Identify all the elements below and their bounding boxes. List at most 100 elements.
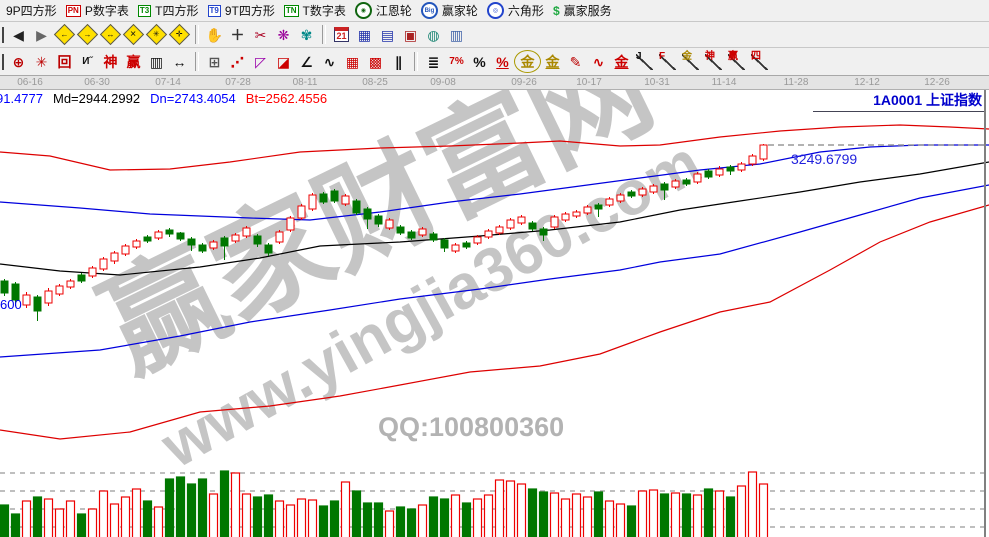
shen-grid-icon[interactable]: 神 [103, 53, 118, 70]
diamond-star-icon[interactable]: ✳ [145, 23, 168, 46]
candle-body [99, 258, 108, 270]
ying-angle-icon-shape: 赢 [728, 51, 745, 70]
candle-body [506, 219, 515, 229]
calendar-icon[interactable]: 21 [330, 24, 353, 45]
web-export-icon[interactable]: ◍ [427, 26, 440, 43]
brush-icon[interactable]: ✎ [569, 53, 582, 70]
candle-body [737, 163, 746, 171]
candle-body [495, 226, 504, 234]
candle-body [88, 267, 97, 277]
gann-circle-icon[interactable]: ⊕ [12, 53, 25, 70]
cut-tool-icon[interactable]: ✂ [254, 26, 267, 43]
n-wave-icon[interactable]: И˝ [82, 55, 93, 67]
candle-body [528, 222, 537, 230]
percent-icon[interactable]: % [473, 53, 486, 70]
si-angle-icon[interactable]: 四 [748, 51, 771, 72]
menu-gann-wheel[interactable]: ◉ 江恩轮 [354, 2, 412, 19]
wave-gold-icon[interactable]: ∿ [592, 53, 605, 70]
volume-bar [736, 485, 747, 537]
back-icon[interactable]: ◀ [13, 26, 24, 43]
ying-grid-icon[interactable]: 赢 [126, 53, 141, 70]
menu-9t-square[interactable]: T9 9T四方形 [207, 2, 275, 19]
f-angle-icon[interactable]: F [656, 51, 679, 72]
hand-tool-icon[interactable]: ✋ [205, 26, 224, 43]
candle-body [396, 226, 405, 234]
volume-bar [703, 488, 714, 537]
volume-bar [560, 498, 571, 537]
diamond-leftright-arrow-icon-shape: ↔ [99, 23, 122, 46]
forward-icon[interactable]: ▶ [36, 26, 47, 43]
candle-body [649, 185, 658, 193]
volume-bar [230, 472, 241, 537]
diamond-plus-icon-shape: ✛ [168, 23, 191, 46]
candlestick-chart[interactable] [0, 90, 989, 537]
chart-area[interactable]: 赢家财富网 www.yingjia360.com QQ:100800360 91… [0, 90, 989, 537]
gold-angle-icon[interactable]: 金 [679, 51, 702, 72]
menu-9p-square[interactable]: 9P四方形 [6, 2, 57, 19]
diamond-leftright-arrow-icon[interactable]: ↔ [99, 23, 122, 46]
date-tick-08-11: 08-11 [292, 77, 318, 88]
menu-winner-wheel[interactable]: Big 赢家轮 [420, 2, 478, 19]
save-icon[interactable]: ▣ [403, 26, 418, 43]
band-lower-outer-red [0, 204, 989, 440]
volume-bar [76, 513, 87, 537]
gold-redline-icon[interactable]: 金 [614, 53, 629, 70]
price-ladder-icon[interactable]: ≣ [427, 53, 440, 70]
comb-grid-icon[interactable]: ▥ [149, 53, 164, 70]
menu-t-square[interactable]: T3 T四方形 [137, 2, 199, 19]
crosshair-tool-icon[interactable]: ＋ [230, 26, 245, 43]
volume-bar [362, 502, 373, 537]
percent-line-icon[interactable]: 7% [449, 55, 464, 67]
candle-body [55, 285, 64, 295]
menu-winner-service[interactable]: $ 赢家服务 [553, 2, 612, 19]
percent-underline-icon[interactable]: % [496, 53, 509, 70]
box-lines-icon[interactable]: ⊞ [208, 53, 221, 70]
gann-fan-icon[interactable]: ⋰ [230, 53, 245, 70]
red-grid-alt-icon[interactable]: ▩ [368, 53, 383, 70]
date-tick-09-08: 09-08 [430, 77, 456, 88]
angle-lines-icon[interactable]: ∠ [300, 53, 313, 70]
volume-bar [65, 500, 76, 537]
menu-p-table[interactable]: PN P数字表 [65, 2, 129, 19]
candle-body [440, 239, 449, 249]
j-angle-icon[interactable]: J [633, 51, 656, 72]
diamond-right-arrow-icon[interactable]: → [76, 23, 99, 46]
ying-angle-icon[interactable]: 赢 [725, 51, 748, 72]
box-fan-icon[interactable]: ◪ [276, 53, 291, 70]
volume-bar [670, 492, 681, 537]
knot-tool-icon[interactable]: ✾ [300, 26, 313, 43]
fan-box-icon[interactable]: ◸ [255, 53, 266, 70]
menu-t-table-label: T数字表 [302, 4, 346, 18]
menu-gann-wheel-icon: ◉ [354, 2, 372, 19]
starburst-icon[interactable]: ✳ [35, 53, 48, 70]
volume-bar [483, 494, 494, 537]
zigzag-icon[interactable]: ∿ [323, 53, 336, 70]
candle-body [143, 236, 152, 242]
calendar-page: 21 [334, 27, 349, 42]
gann-shape-tool-icon[interactable]: ❋ [277, 26, 290, 43]
square-spiral-icon[interactable]: 回 [57, 53, 72, 70]
menu-hexagon[interactable]: ◎ 六角形 [486, 2, 544, 19]
data-download-icon[interactable]: ▥ [449, 26, 464, 43]
diamond-cross-arrow-icon[interactable]: ✕ [122, 23, 145, 46]
menu-t-table[interactable]: TN T数字表 [283, 2, 346, 19]
gold-angle-icon-shape: 金 [682, 51, 699, 70]
notes-icon[interactable]: ▤ [380, 26, 395, 43]
diamond-left-arrow-icon[interactable]: ← [53, 23, 76, 46]
gold-circle-icon[interactable]: 金 [514, 50, 541, 73]
calculator-icon[interactable]: ▦ [357, 26, 372, 43]
gold-underline-icon[interactable]: 金 [545, 53, 560, 70]
shen-angle-icon[interactable]: 神 [702, 51, 725, 72]
diamond-plus-icon[interactable]: ✛ [168, 23, 191, 46]
diamond-right-arrow-icon-shape: → [76, 23, 99, 46]
volume-bar [659, 493, 670, 537]
volume-bar [318, 505, 329, 537]
candle-body [231, 234, 240, 242]
red-grid-icon[interactable]: ▦ [345, 53, 360, 70]
f-angle-icon-shape: F [659, 51, 676, 70]
measure-icon[interactable]: ↔ [172, 53, 187, 70]
parallel-lines-icon[interactable]: ∥ [395, 53, 402, 70]
volume-bar [186, 483, 197, 537]
candle-body [198, 244, 207, 252]
indicator-values: 91.4777 Md=2944.2992 Dn=2743.4054 Bt=2562.4… [0, 91, 337, 106]
